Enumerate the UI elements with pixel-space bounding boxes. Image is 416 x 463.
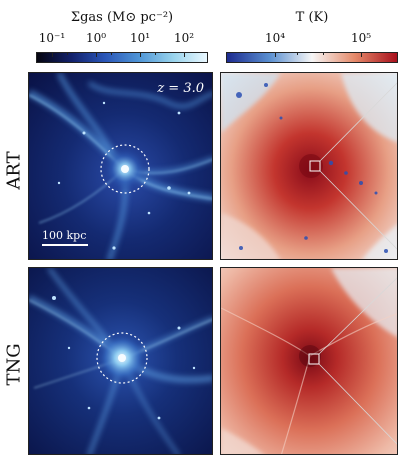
art-temperature-map [220,72,398,260]
gas-tick-label-2: 10¹ [129,31,151,45]
tng-zoom-box [308,353,320,365]
tng-virial-circle [96,332,148,384]
scale-bar [42,244,88,246]
gas-colorbar-title: Σgas (M⊙ pc⁻²) [70,10,174,25]
row-label-art: ART [3,151,25,190]
gas-tick-label-1: 10⁰ [85,31,107,45]
art-zoom-box [309,160,321,172]
scale-bar-label: 100 kpc [42,229,87,242]
art-gas-density-map: z = 3.0 100 kpc [28,72,213,260]
gas-tick-label-0: 10⁻¹ [38,31,66,45]
temperature-tick-label-1: 10⁵ [350,31,372,45]
temperature-colorbar-title: T (K) [295,10,329,25]
gas-colorbar [36,52,208,63]
gas-tick-label-3: 10² [173,31,195,45]
temperature-tick-label-0: 10⁴ [264,31,286,45]
row-label-tng: TNG [3,343,25,386]
tng-temperature-map [220,267,398,455]
redshift-label: z = 3.0 [157,81,204,96]
art-virial-circle [100,144,150,194]
temperature-colorbar [226,52,398,63]
tng-gas-density-map [28,267,213,455]
